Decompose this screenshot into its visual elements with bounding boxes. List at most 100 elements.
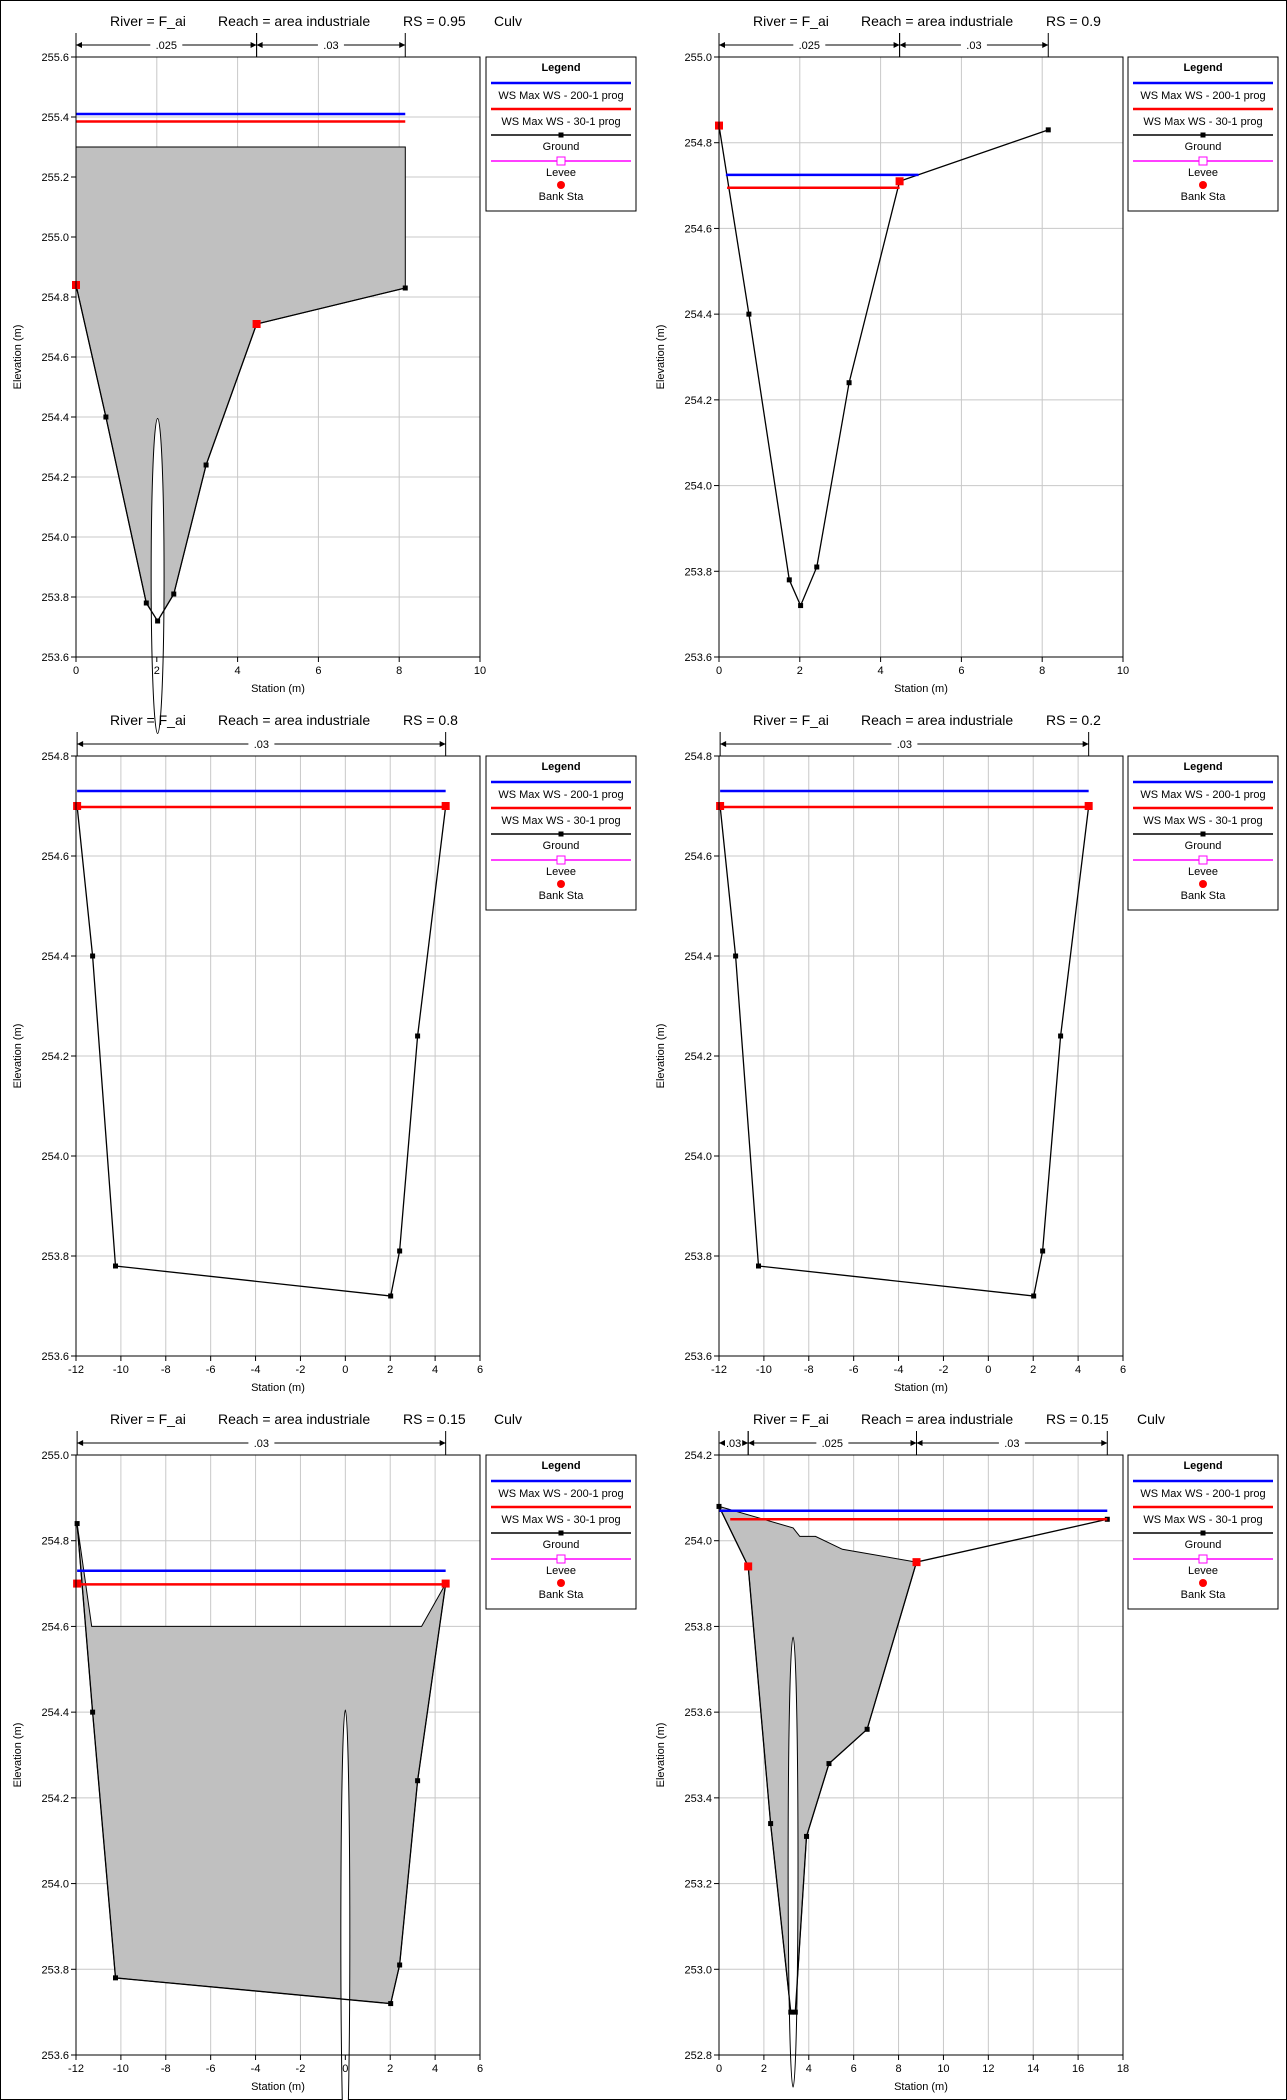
n-value-label: .03 (1004, 1438, 1019, 1450)
legend-label: WS Max WS - 200-1 prog (498, 789, 623, 801)
legend-label: Bank Sta (1181, 890, 1227, 902)
n-value-arrowhead (748, 1440, 755, 1446)
y-tick-label: 255.0 (41, 1450, 69, 1462)
legend-title: Legend (1183, 1460, 1222, 1472)
legend-label: WS Max WS - 200-1 prog (1140, 90, 1265, 102)
x-tick-label: 6 (851, 2063, 857, 2075)
chart-panel-2: 0 2 4 6 8 10 253.6 253.8 254.0 254.2 254.4 254.6 254… (655, 13, 1279, 695)
legend: Legend WS Max WS - 200-1 prog WS Max WS - … (1127, 56, 1279, 212)
legend-swatch-bank-sta (1199, 880, 1207, 888)
y-tick-label: 253.6 (684, 652, 712, 664)
title-river: River = F_ai (110, 1411, 186, 1427)
x-axis-label: Station (m) (894, 1382, 948, 1394)
legend-label: Ground (1185, 141, 1222, 153)
ground-point (1031, 1293, 1037, 1299)
x-tick-label: 8 (895, 2063, 901, 2075)
y-tick-label: 254.6 (41, 1621, 69, 1633)
legend-swatch-marker (558, 1530, 564, 1536)
y-axis-label: Elevation (m) (655, 1024, 667, 1089)
x-axis-label: Station (m) (894, 2081, 948, 2093)
n-value-arrowhead (720, 741, 727, 747)
ground-line (718, 125, 1049, 608)
y-tick-label: 253.6 (684, 1707, 712, 1719)
legend-title: Legend (541, 62, 580, 74)
ground-point (90, 1709, 96, 1715)
n-value-arrowhead (910, 1440, 917, 1446)
culvert-opening (787, 1636, 799, 2088)
legend-label: Ground (543, 840, 580, 852)
legend-label: WS Max WS - 200-1 prog (498, 1488, 623, 1500)
n-value-label: .03 (323, 40, 338, 52)
n-value-arrowhead (77, 741, 84, 747)
bank-station-point (744, 1562, 753, 1571)
chart-panel-4: -12 -10 -8 -6 -4 -2 0 2 4 6 253.6 253.8 254.0 254.2 25… (655, 712, 1279, 1394)
bank-station-point (716, 802, 725, 810)
y-tick-label: 253.6 (41, 2050, 69, 2062)
y-tick-label: 252.8 (684, 2050, 712, 2062)
n-value-arrowhead (899, 42, 906, 48)
title-river: River = F_ai (753, 1411, 829, 1427)
y-tick-label: 253.2 (684, 1879, 712, 1891)
x-tick-label: 0 (342, 2063, 348, 2075)
legend-swatch-bank-sta (1199, 181, 1207, 189)
ground-point (388, 1293, 394, 1299)
y-tick-label: 253.6 (41, 652, 69, 664)
n-value-arrowhead (439, 741, 446, 747)
ground-point (1040, 1248, 1046, 1254)
y-tick-label: 254.6 (684, 851, 712, 863)
title-rs: RS = 0.2 (1046, 712, 1101, 728)
bank-station-point (73, 802, 82, 810)
legend-label: Ground (1185, 840, 1222, 852)
title-reach: Reach = area industriale (218, 13, 370, 29)
y-tick-label: 254.4 (41, 951, 69, 963)
legend-swatch-marker (1198, 855, 1208, 865)
ground-point (90, 953, 96, 959)
y-tick-label: 255.0 (684, 52, 712, 64)
legend-label: Ground (543, 141, 580, 153)
culvert-opening (340, 1709, 351, 2100)
legend-swatch-marker (556, 156, 566, 166)
n-value-label: .025 (156, 40, 177, 52)
y-tick-label: 254.2 (41, 1051, 69, 1063)
ground-line (75, 284, 406, 623)
ground-point (826, 1761, 832, 1767)
y-tick-label: 254.4 (684, 309, 712, 321)
x-axis-label: Station (m) (894, 683, 948, 695)
y-tick-label: 254.4 (41, 412, 69, 424)
x-tick-label: 8 (1039, 665, 1045, 677)
ground-point (1045, 127, 1051, 133)
x-tick-label: 14 (1027, 2063, 1039, 2075)
legend-label: Levee (1188, 167, 1218, 179)
legend-label: WS Max WS - 200-1 prog (1140, 789, 1265, 801)
legend-swatch-marker (1200, 1530, 1206, 1536)
y-tick-label: 254.8 (684, 138, 712, 150)
title-rs: RS = 0.95 (403, 13, 466, 29)
x-tick-label: 6 (958, 665, 964, 677)
x-axis-label: Station (m) (251, 1382, 305, 1394)
legend: Legend WS Max WS - 200-1 prog WS Max WS - … (1127, 755, 1279, 911)
x-tick-label: -4 (251, 1364, 261, 1376)
y-tick-label: 253.4 (684, 1793, 712, 1805)
x-tick-label: 2 (387, 2063, 393, 2075)
ground-point (171, 591, 177, 597)
x-tick-label: 6 (315, 665, 321, 677)
legend-label: Bank Sta (539, 1589, 585, 1601)
legend-swatch-bank-sta (1199, 1579, 1207, 1587)
legend-label: Levee (546, 1565, 576, 1577)
x-tick-label: -12 (68, 1364, 84, 1376)
ground-point (756, 1263, 762, 1269)
x-tick-label: -8 (161, 1364, 171, 1376)
n-value-arrowhead (250, 42, 257, 48)
plot-frame (75, 1454, 481, 2056)
x-tick-label: 0 (716, 2063, 722, 2075)
ground-point (792, 2009, 798, 2015)
legend-swatch-bank-sta (557, 1579, 565, 1587)
x-tick-label: -2 (296, 2063, 306, 2075)
n-value-arrowhead (76, 42, 82, 48)
n-value-arrowhead (77, 1440, 84, 1446)
legend-label: Levee (1188, 1565, 1218, 1577)
legend-title: Legend (1183, 62, 1222, 74)
legend-label: Ground (543, 1539, 580, 1551)
y-axis-label: Elevation (m) (12, 325, 24, 390)
x-tick-label: 2 (387, 1364, 393, 1376)
